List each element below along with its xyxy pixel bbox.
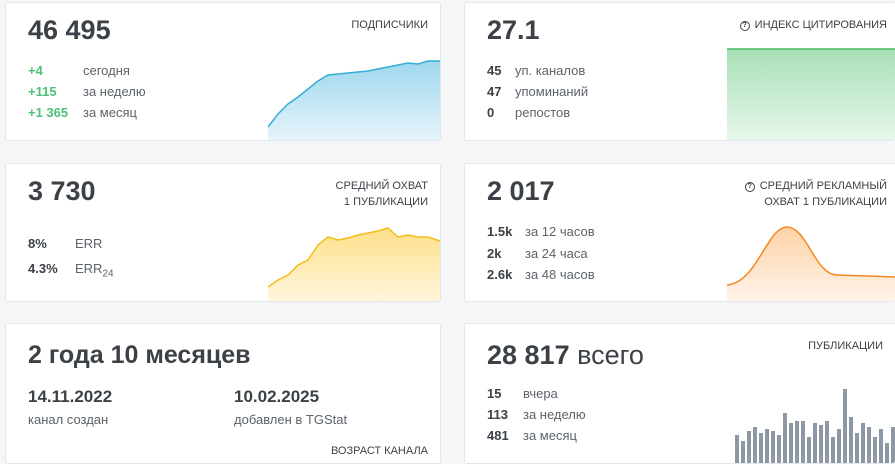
card-label: ? СРЕДНИЙ РЕКЛАМНЫЙ ОХВАТ 1 ПУБЛИКАЦИИ bbox=[744, 178, 887, 210]
value-number: 28 817 bbox=[487, 340, 570, 370]
label-text: ИНДЕКС ЦИТИРОВАНИЯ bbox=[754, 19, 887, 31]
stat-label: упоминаний bbox=[515, 84, 589, 99]
stat-value: 15 bbox=[487, 386, 502, 401]
stat-value: 1.5k bbox=[487, 224, 513, 239]
stat-label: ERR24 bbox=[75, 261, 114, 280]
stat-value: 2k bbox=[487, 246, 502, 261]
posts-card: 28 817 всего ПУБЛИКАЦИИ 15 вчера 113 за не… bbox=[464, 323, 895, 464]
card-label: СРЕДНИЙ ОХВАТ 1 ПУБЛИКАЦИИ bbox=[336, 178, 428, 210]
stat-label: за месяц bbox=[523, 428, 577, 443]
stat-value: 4.3% bbox=[28, 261, 58, 276]
sparkline bbox=[268, 227, 440, 301]
stat-label: сегодня bbox=[83, 63, 130, 78]
date-value: 10.02.2025 bbox=[234, 387, 320, 406]
stat-label: репостов bbox=[515, 105, 571, 120]
card-label: ПУБЛИКАЦИИ bbox=[808, 340, 883, 352]
stat-value: +115 bbox=[28, 84, 57, 99]
label-text: СРЕДНИЙ РЕКЛАМНЫЙ bbox=[759, 180, 887, 192]
sparkline bbox=[727, 48, 895, 140]
age-card: 2 года 10 месяцев 14.11.2022 канал созда… bbox=[5, 323, 441, 464]
date-label: добавлен в TGStat bbox=[234, 412, 348, 427]
date-value: 14.11.2022 bbox=[28, 387, 113, 406]
card-label: ВОЗРАСТ КАНАЛА bbox=[330, 445, 428, 457]
card-label: ПОДПИСЧИКИ bbox=[351, 19, 428, 31]
stat-value: 2.6k bbox=[487, 267, 513, 282]
card-value: 28 817 всего bbox=[487, 340, 644, 371]
stat-value: 113 bbox=[487, 407, 508, 422]
ad-reach-card: 2 017 ? СРЕДНИЙ РЕКЛАМНЫЙ ОХВАТ 1 ПУБЛИКАЦ… bbox=[464, 163, 895, 302]
citation-card: 27.1 ? ИНДЕКС ЦИТИРОВАНИЯ 45 уп. каналов 4… bbox=[464, 2, 895, 141]
card-label: ? ИНДЕКС ЦИТИРОВАНИЯ bbox=[739, 17, 887, 33]
stat-label: за 48 часов bbox=[525, 267, 595, 282]
reach-card: 3 730 СРЕДНИЙ ОХВАТ 1 ПУБЛИКАЦИИ 8% ERR 4.… bbox=[5, 163, 441, 302]
stat-label: за месяц bbox=[83, 105, 137, 120]
card-value: 2 года 10 месяцев bbox=[28, 341, 251, 369]
stat-value: 45 bbox=[487, 63, 502, 78]
stat-label: вчера bbox=[523, 386, 558, 401]
stat-value: 0 bbox=[487, 105, 495, 120]
label-sub: 24 bbox=[102, 268, 114, 280]
stat-value: 8% bbox=[28, 236, 47, 251]
card-value: 46 495 bbox=[28, 15, 111, 45]
stat-label: уп. каналов bbox=[515, 63, 586, 78]
sparkline-bars bbox=[735, 389, 895, 463]
stat-value: +4 bbox=[28, 63, 43, 78]
sparkline bbox=[727, 226, 895, 301]
card-value: 2 017 bbox=[487, 176, 555, 206]
stat-value: 481 bbox=[487, 428, 509, 443]
subscribers-card: 46 495 ПОДПИСЧИКИ +4 сегодня +115 за недел… bbox=[5, 2, 441, 141]
stat-label: за 24 часа bbox=[525, 246, 588, 261]
stat-value: +1 365 bbox=[28, 105, 69, 120]
label-line: ОХВАТ 1 ПУБЛИКАЦИИ bbox=[764, 196, 887, 208]
date-label: канал создан bbox=[28, 412, 109, 427]
sparkline bbox=[268, 60, 440, 140]
label-text: ERR bbox=[75, 261, 103, 276]
stat-label: за неделю bbox=[523, 407, 586, 422]
label-line: 1 ПУБЛИКАЦИИ bbox=[343, 196, 428, 208]
label-line: ? СРЕДНИЙ РЕКЛАМНЫЙ bbox=[744, 178, 887, 194]
label-line: СРЕДНИЙ ОХВАТ bbox=[335, 180, 428, 192]
value-suffix: всего bbox=[577, 340, 644, 370]
stat-label: ERR bbox=[75, 236, 103, 251]
card-value: 27.1 bbox=[487, 15, 540, 45]
card-value: 3 730 bbox=[28, 176, 96, 206]
stat-label: за 12 часов bbox=[525, 224, 595, 239]
stat-label: за неделю bbox=[83, 84, 146, 99]
stat-value: 47 bbox=[487, 84, 502, 99]
